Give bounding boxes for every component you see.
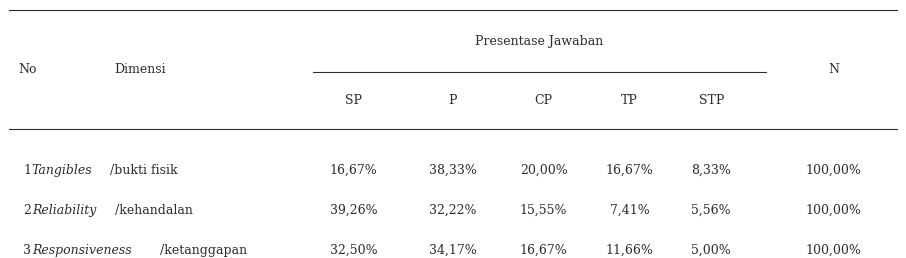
Text: 32,50%: 32,50%: [330, 244, 377, 257]
Text: /kehandalan: /kehandalan: [115, 204, 193, 217]
Text: SP: SP: [345, 94, 361, 107]
Text: 2: 2: [24, 204, 31, 217]
Text: 38,33%: 38,33%: [429, 164, 477, 177]
Text: 16,67%: 16,67%: [606, 164, 653, 177]
Text: Responsiveness: Responsiveness: [32, 244, 131, 257]
Text: 34,17%: 34,17%: [429, 244, 477, 257]
Text: 32,22%: 32,22%: [429, 204, 477, 217]
Text: 100,00%: 100,00%: [805, 244, 862, 257]
Text: 20,00%: 20,00%: [520, 164, 567, 177]
Text: Reliability: Reliability: [32, 204, 96, 217]
Text: 5,56%: 5,56%: [691, 204, 731, 217]
Text: 39,26%: 39,26%: [330, 204, 377, 217]
Text: 16,67%: 16,67%: [330, 164, 377, 177]
Text: No: No: [18, 63, 36, 76]
Text: /bukti fisik: /bukti fisik: [110, 164, 178, 177]
Text: Tangibles: Tangibles: [32, 164, 92, 177]
Text: 7,41%: 7,41%: [610, 204, 650, 217]
Text: 100,00%: 100,00%: [805, 164, 862, 177]
Text: 11,66%: 11,66%: [606, 244, 653, 257]
Text: 5,00%: 5,00%: [691, 244, 731, 257]
Text: 3: 3: [24, 244, 31, 257]
Text: Dimensi: Dimensi: [115, 63, 166, 76]
Text: N: N: [828, 63, 839, 76]
Text: 15,55%: 15,55%: [520, 204, 567, 217]
Text: 8,33%: 8,33%: [691, 164, 731, 177]
Text: STP: STP: [699, 94, 724, 107]
Text: CP: CP: [535, 94, 553, 107]
Text: Presentase Jawaban: Presentase Jawaban: [475, 35, 603, 48]
Text: 1: 1: [24, 164, 31, 177]
Text: 100,00%: 100,00%: [805, 204, 862, 217]
Text: 16,67%: 16,67%: [520, 244, 567, 257]
Text: /ketanggapan: /ketanggapan: [160, 244, 247, 257]
Text: TP: TP: [622, 94, 638, 107]
Text: P: P: [448, 94, 458, 107]
